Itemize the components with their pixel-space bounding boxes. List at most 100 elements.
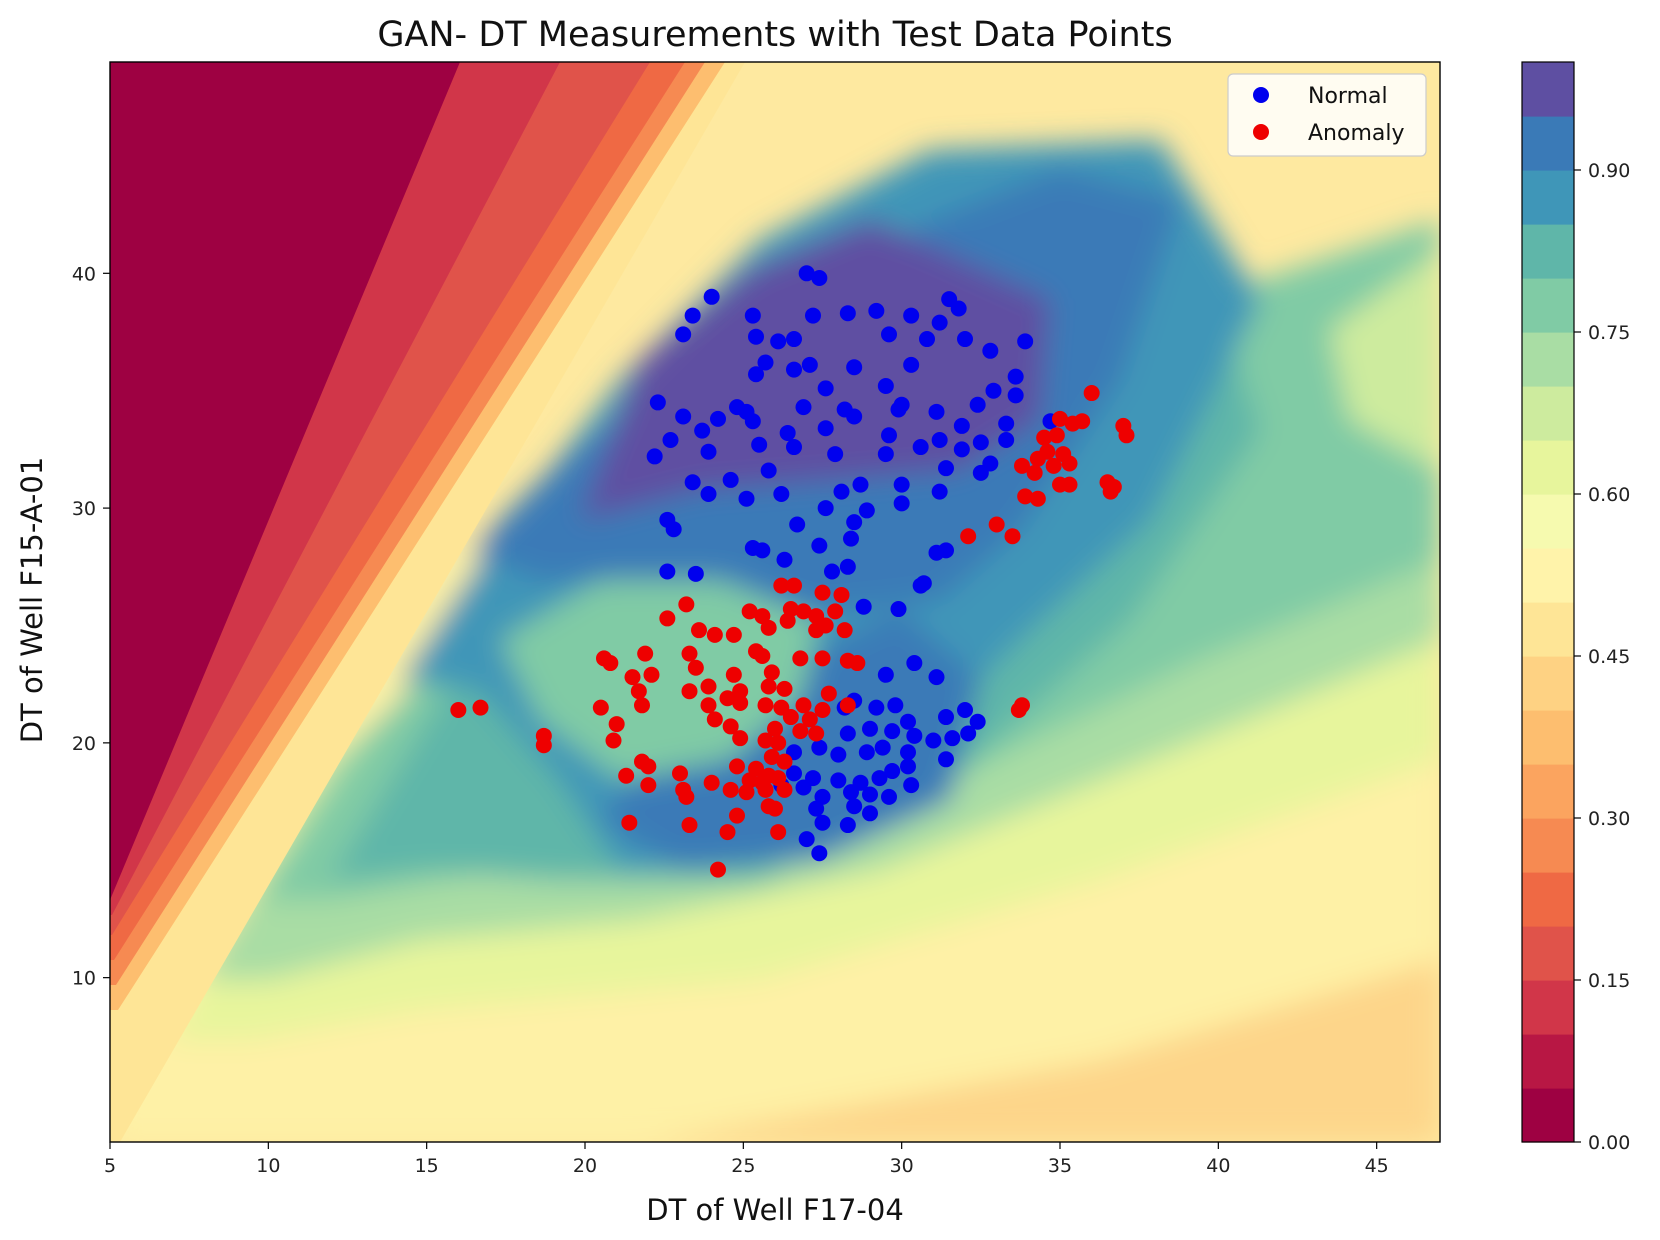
colorbar-tick-label: 0.45 [1588,646,1630,668]
normal-point [786,765,802,782]
normal-point [760,462,777,479]
anomaly-point [1052,410,1068,427]
normal-point [900,713,916,730]
anomaly-point [450,702,467,718]
y-tick-label: 20 [72,733,96,755]
normal-point [881,788,897,805]
normal-point [938,542,954,559]
x-tick-label: 40 [1206,1155,1230,1177]
anomaly-point [703,774,720,791]
anomaly-point [1029,490,1046,507]
anomaly-point [1118,427,1135,444]
normal-point [811,739,828,756]
normal-point [969,396,986,413]
anomaly-point [1061,476,1078,493]
anomaly-point [763,748,780,765]
anomaly-point [602,655,619,672]
normal-point [839,725,856,742]
anomaly-point [706,711,723,728]
normal-point [960,725,977,742]
normal-point [846,798,863,815]
normal-point [912,439,929,456]
anomaly-point [1004,528,1021,545]
anomaly-point [795,603,812,620]
normal-point [776,551,793,568]
normal-point [972,464,989,481]
normal-point [985,382,1002,399]
anomaly-point [472,699,489,716]
normal-point [694,422,711,439]
normal-point [877,666,894,683]
anomaly-point [608,716,625,733]
anomaly-point [722,718,739,735]
anomaly-point [725,666,742,683]
normal-point [710,410,726,427]
y-axis-label: DT of Well F15-A-01 [15,457,49,744]
normal-point [953,417,970,434]
x-tick-label: 35 [1048,1155,1072,1177]
colorbar-frame [1521,61,1575,1143]
normal-point [871,770,888,787]
anomaly-point [820,685,837,702]
normal-point [770,333,787,350]
normal-point [969,713,986,730]
normal-point [931,314,948,331]
legend-marker-normal [1253,87,1269,103]
anomaly-point [773,577,790,594]
normal-point [1007,387,1024,404]
anomaly-point [678,596,695,613]
normal-point [846,359,863,376]
anomaly-point [640,777,657,794]
normal-point [862,805,878,822]
normal-point [900,758,916,775]
normal-point [843,530,859,547]
anomaly-point [729,758,745,775]
anomaly-point [754,608,771,625]
anomaly-point [763,664,780,681]
normal-point [754,542,771,559]
normal-point [814,814,831,831]
normal-point [972,434,989,451]
colorbar-level [1522,224,1574,279]
normal-point [839,558,856,575]
colorbar-tick-label: 0.60 [1588,484,1630,506]
normal-point [839,305,856,322]
normal-point [722,471,739,488]
chart-title: GAN- DT Measurements with Test Data Poin… [377,15,1172,55]
anomaly-point [782,709,799,726]
colorbar-tick-label: 0.75 [1588,322,1630,344]
anomaly-point [624,669,641,686]
normal-point [662,432,679,448]
normal-point [665,521,682,538]
normal-point [890,401,907,418]
y-tick-label: 30 [72,498,96,520]
colorbar-level [1522,170,1574,225]
anomaly-point [1102,483,1119,500]
anomaly-point [792,650,809,667]
normal-point [998,432,1015,448]
anomaly-point [770,734,787,751]
colorbar-level [1522,710,1574,765]
anomaly-point [808,725,825,742]
anomaly-point [1014,457,1030,474]
anomaly-point [801,711,818,728]
anomaly-point [678,788,695,805]
normal-point [846,408,863,425]
colorbar-level [1522,278,1574,333]
colorbar-level [1522,494,1574,549]
anomaly-point [681,683,698,700]
anomaly-point [706,626,723,643]
anomaly-point [1045,457,1062,474]
colorbar-level [1522,872,1574,927]
normal-point [877,378,894,394]
anomaly-point [1036,429,1053,446]
anomaly-point [672,765,688,782]
normal-point [881,326,897,343]
colorbar-level [1522,116,1574,171]
anomaly-point [808,622,825,639]
anomaly-point [776,753,793,770]
anomaly-point [1014,697,1030,714]
anomaly-point [1083,385,1100,402]
anomaly-point [770,824,787,841]
